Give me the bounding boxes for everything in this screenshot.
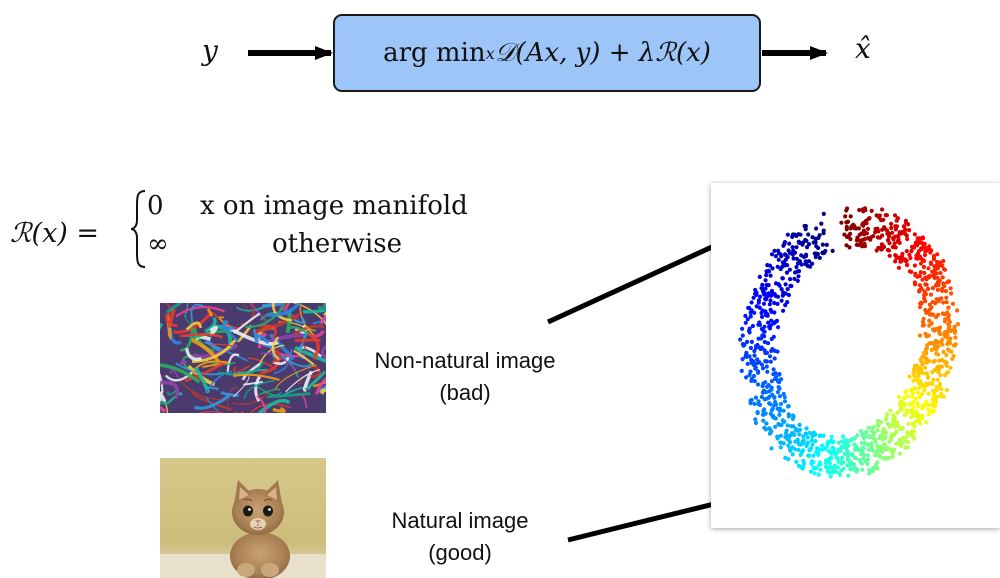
non-natural-image	[160, 303, 326, 413]
objective-op: arg min	[383, 38, 486, 68]
natural-caption: Natural image (good)	[330, 505, 590, 569]
regularizer-lhs: ℛ(x) =	[10, 218, 100, 249]
case-otherwise: ∞ otherwise	[147, 229, 402, 259]
natural-label: Natural image	[391, 508, 529, 533]
objective-box: arg min x 𝒟(Ax, y) + λℛ(x)	[333, 14, 761, 92]
non-natural-tag: (bad)	[439, 380, 491, 405]
natural-tag: (good)	[428, 540, 492, 565]
input-symbol: y	[202, 34, 218, 67]
natural-image-kitten	[160, 458, 326, 578]
image-manifold-figure	[711, 183, 1000, 528]
case1-value: 0	[147, 191, 164, 221]
case1-condition: x on image manifold	[200, 191, 468, 221]
case-on-manifold: 0 x on image manifold	[147, 191, 468, 221]
case2-condition: otherwise	[272, 229, 402, 259]
case-brace	[130, 190, 146, 268]
output-symbol: x̂	[855, 32, 871, 65]
objective-subscript: x	[485, 43, 495, 63]
manifold-point-cloud	[738, 206, 961, 479]
objective-expression: 𝒟(Ax, y) + λℛ(x)	[494, 37, 711, 68]
non-natural-label: Non-natural image	[374, 348, 556, 373]
case2-value: ∞	[147, 229, 169, 259]
non-natural-caption: Non-natural image (bad)	[330, 345, 600, 409]
